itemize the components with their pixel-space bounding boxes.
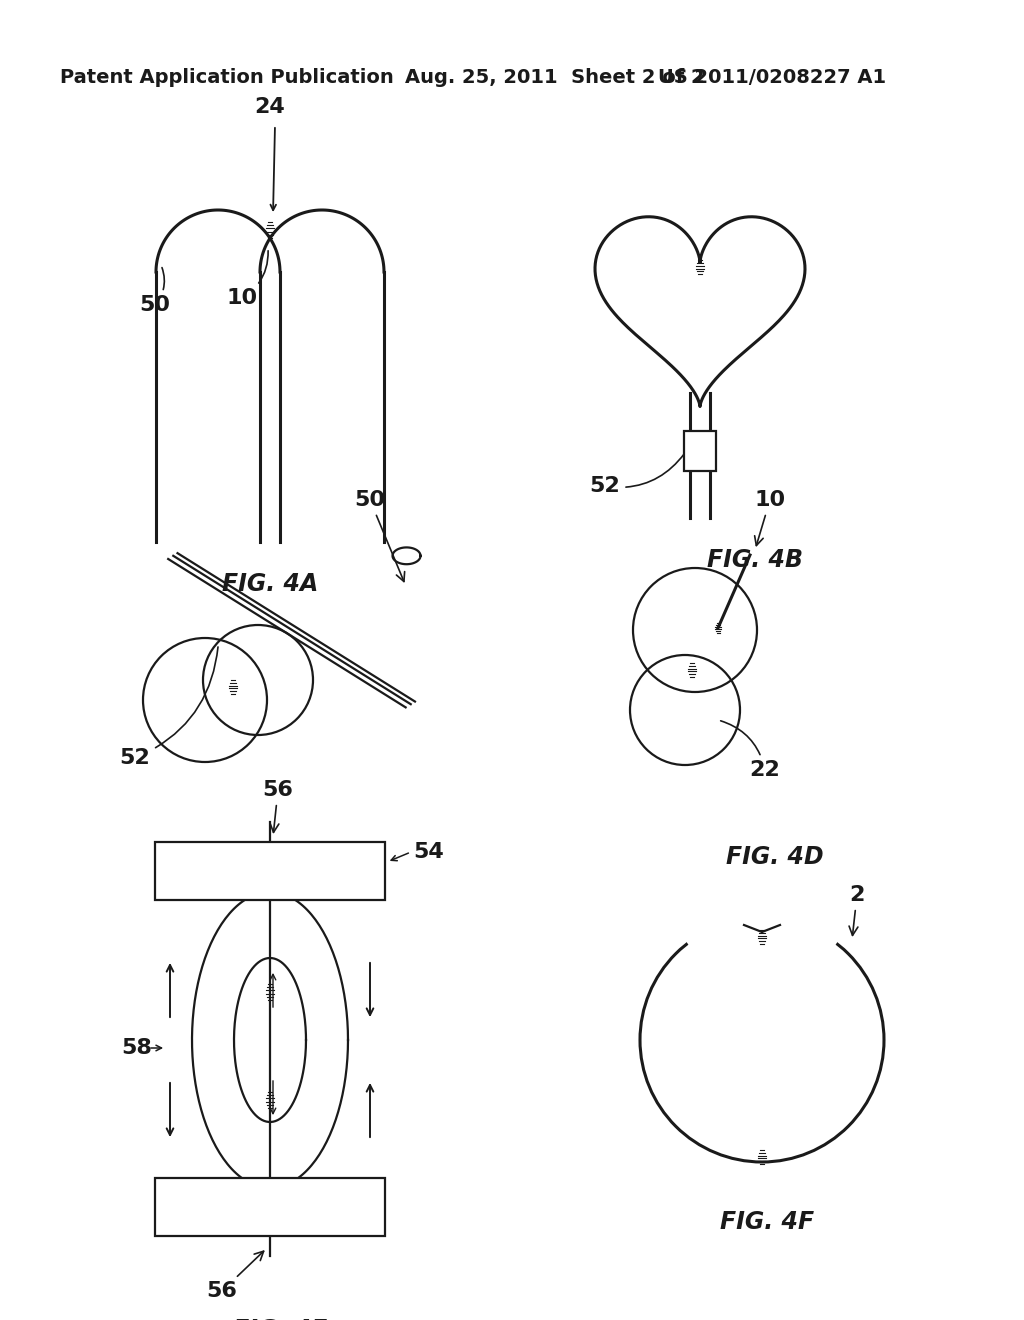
Bar xyxy=(155,1177,385,1236)
Text: FIG. 4E: FIG. 4E xyxy=(232,1317,327,1320)
Text: 58: 58 xyxy=(122,1038,153,1059)
Text: 50: 50 xyxy=(139,268,171,315)
Text: US 2011/0208227 A1: US 2011/0208227 A1 xyxy=(658,69,886,87)
Text: FIG. 4C: FIG. 4C xyxy=(272,875,368,899)
Text: 50: 50 xyxy=(354,490,404,582)
Text: 22: 22 xyxy=(721,721,780,780)
Text: 52: 52 xyxy=(590,454,684,496)
Text: 24: 24 xyxy=(255,96,286,117)
Text: FIG. 4F: FIG. 4F xyxy=(720,1210,814,1234)
Text: 56: 56 xyxy=(207,1251,263,1302)
Text: 52: 52 xyxy=(120,647,218,768)
Text: Aug. 25, 2011  Sheet 2 of 2: Aug. 25, 2011 Sheet 2 of 2 xyxy=(406,69,705,87)
Text: 2: 2 xyxy=(849,884,864,936)
Text: 10: 10 xyxy=(226,251,268,308)
Text: 56: 56 xyxy=(262,780,294,833)
Text: 54: 54 xyxy=(413,842,443,862)
Bar xyxy=(684,432,716,471)
Text: FIG. 4A: FIG. 4A xyxy=(222,572,318,597)
Text: Patent Application Publication: Patent Application Publication xyxy=(60,69,394,87)
Text: FIG. 4B: FIG. 4B xyxy=(707,548,803,573)
Text: FIG. 4D: FIG. 4D xyxy=(726,845,824,869)
Text: 10: 10 xyxy=(755,490,785,545)
Bar xyxy=(155,842,385,900)
